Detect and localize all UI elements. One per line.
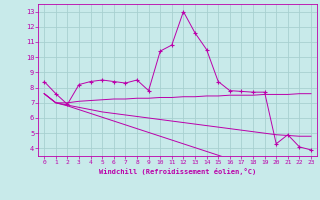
X-axis label: Windchill (Refroidissement éolien,°C): Windchill (Refroidissement éolien,°C) — [99, 168, 256, 175]
